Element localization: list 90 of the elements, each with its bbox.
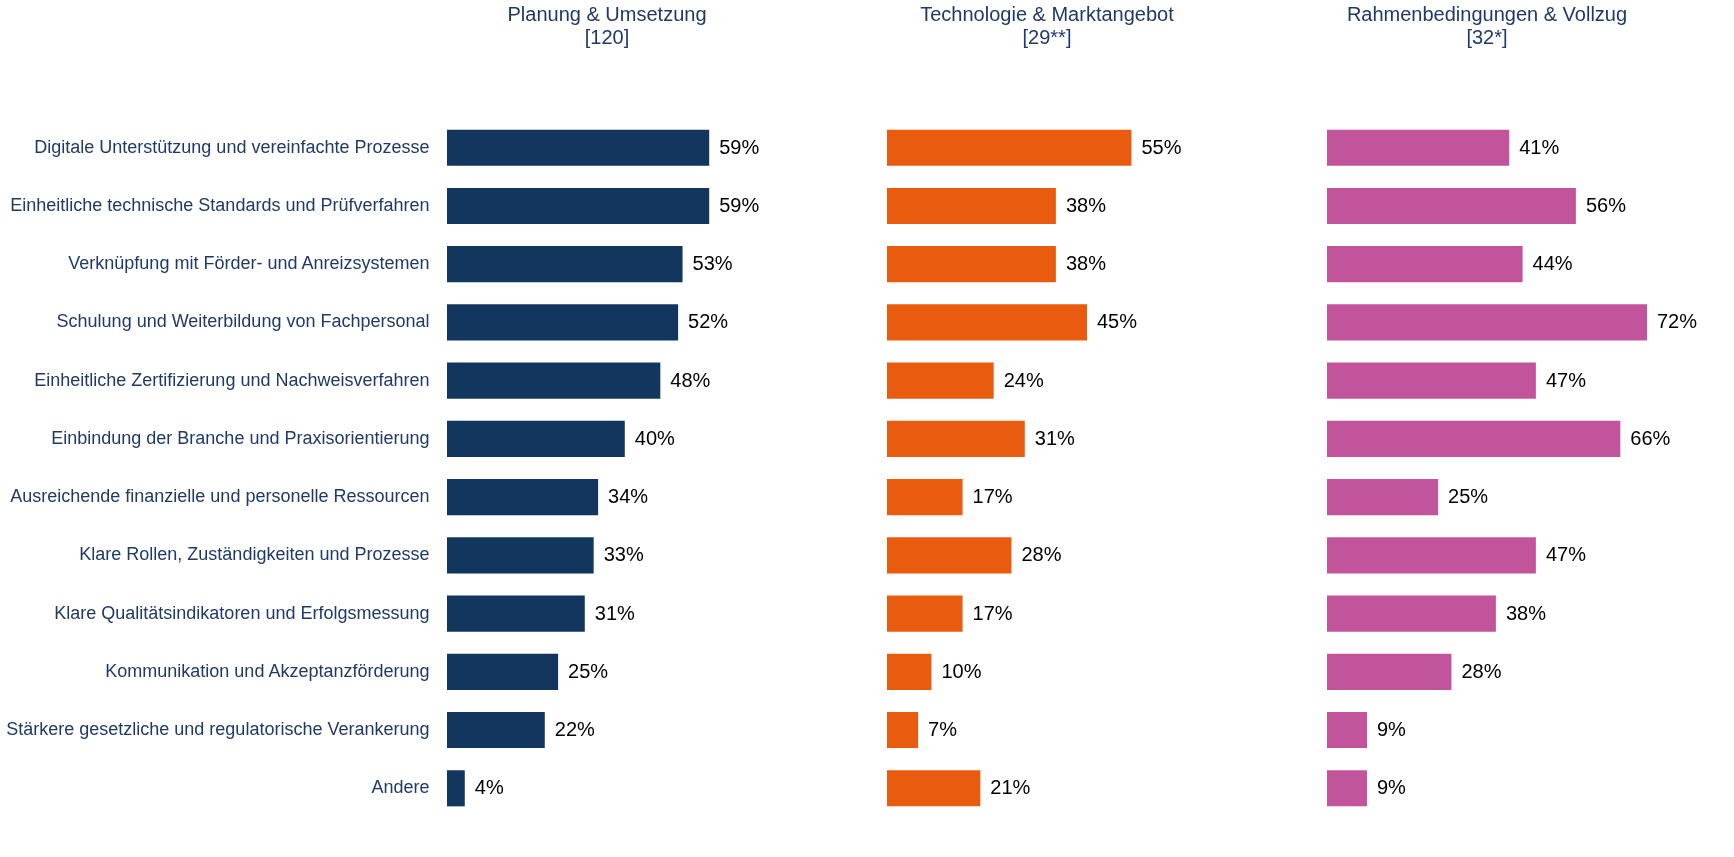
bar — [1327, 770, 1367, 807]
bar — [447, 129, 710, 166]
data-label: 59% — [719, 135, 760, 158]
data-label: 55% — [1141, 135, 1182, 158]
data-label: 52% — [688, 310, 729, 333]
bar — [887, 712, 919, 749]
data-label: 31% — [1034, 426, 1076, 449]
bar — [887, 304, 1087, 341]
bar — [1327, 653, 1452, 690]
bar — [1327, 187, 1576, 224]
y-tick-label: Klare Qualitätsindikatoren und Erfolgsmessung — [54, 602, 430, 623]
bar — [887, 362, 994, 399]
bar — [447, 362, 661, 399]
y-tick-label: Andere — [371, 777, 430, 798]
bar — [447, 246, 683, 283]
chart-subtitle: [29**] — [1022, 26, 1072, 48]
bar — [887, 187, 1056, 224]
data-label: 66% — [1630, 426, 1671, 449]
data-label: 41% — [1519, 135, 1560, 158]
bar — [887, 479, 963, 516]
data-label: 25% — [568, 659, 609, 682]
bar — [887, 595, 963, 632]
y-tick-label: Einheitliche technische Standards und Prüfverfahren — [10, 194, 430, 215]
bar — [887, 420, 1025, 457]
data-label: 33% — [603, 543, 644, 566]
y-tick-label: Einheitliche Zertifizierung und Nachweisverfahren — [34, 369, 430, 390]
data-label: 31% — [594, 601, 636, 624]
data-label: 44% — [1532, 252, 1573, 275]
data-label: 53% — [692, 252, 733, 275]
y-tick-label: Digitale Unterstützung und vereinfachte Prozesse — [34, 136, 430, 157]
bar — [447, 770, 465, 807]
data-label: 38% — [1505, 601, 1547, 624]
bar — [447, 595, 585, 632]
bar — [887, 246, 1056, 283]
bar — [1327, 246, 1523, 283]
bar — [447, 712, 545, 749]
bar — [447, 420, 625, 457]
bar — [887, 537, 1012, 574]
chart-title: Rahmenbedingungen & Vollzug — [1346, 3, 1628, 25]
data-label: 38% — [1065, 193, 1107, 216]
y-tick-label: Einbindung der Branche und Praxisorientierung — [51, 427, 430, 448]
data-label: 9% — [1377, 718, 1407, 741]
data-label: 34% — [608, 485, 649, 508]
data-label: 72% — [1657, 310, 1698, 333]
data-label: 25% — [1448, 485, 1489, 508]
y-tick-label: Stärkere gesetzliche und regulatorische Verankerung — [6, 719, 430, 740]
data-label: 17% — [972, 601, 1013, 624]
bar — [447, 479, 599, 516]
chart-title: Technologie & Marktangebot — [920, 3, 1175, 25]
y-tick-label: Klare Rollen, Zuständigkeiten und Prozesse — [79, 544, 430, 565]
data-label: 22% — [554, 718, 596, 741]
data-label: 48% — [670, 368, 711, 391]
data-label: 28% — [1461, 659, 1502, 682]
bar — [447, 187, 710, 224]
data-label: 56% — [1585, 193, 1627, 216]
data-label: 7% — [928, 718, 958, 741]
chart-subtitle: [32*] — [1466, 26, 1508, 48]
chart-title: Planung & Umsetzung — [507, 3, 707, 25]
y-tick-label: Verknüpfung mit Förder- und Anreizsystemen — [68, 253, 430, 274]
bar — [447, 304, 679, 341]
data-label: 24% — [1003, 368, 1044, 391]
data-label: 47% — [1545, 368, 1587, 391]
data-label: 38% — [1065, 252, 1107, 275]
bar — [887, 129, 1132, 166]
data-label: 21% — [990, 776, 1031, 799]
bar — [1327, 537, 1536, 574]
bar — [447, 653, 559, 690]
data-label: 10% — [941, 659, 982, 682]
bar — [887, 653, 932, 690]
bar — [1327, 362, 1536, 399]
data-label: 45% — [1097, 310, 1138, 333]
data-label: 40% — [634, 426, 676, 449]
data-label: 9% — [1377, 776, 1407, 799]
bar — [1327, 420, 1621, 457]
bar — [1327, 595, 1496, 632]
data-label: 17% — [972, 485, 1013, 508]
y-tick-label: Schulung und Weiterbildung von Fachpersonal — [56, 311, 430, 332]
bar — [447, 537, 594, 574]
bar — [1327, 712, 1367, 749]
data-label: 28% — [1021, 543, 1062, 566]
chart-subtitle: [120] — [584, 26, 630, 48]
bar — [1327, 129, 1510, 166]
bar — [887, 770, 981, 807]
bar — [1327, 479, 1439, 516]
data-label: 59% — [719, 193, 760, 216]
y-tick-label: Ausreichende finanzielle und personelle Ressourcen — [10, 486, 430, 507]
data-label: 4% — [474, 776, 504, 799]
y-tick-label: Kommunikation und Akzeptanzförderung — [105, 660, 430, 681]
bar — [1327, 304, 1647, 341]
data-label: 47% — [1545, 543, 1587, 566]
